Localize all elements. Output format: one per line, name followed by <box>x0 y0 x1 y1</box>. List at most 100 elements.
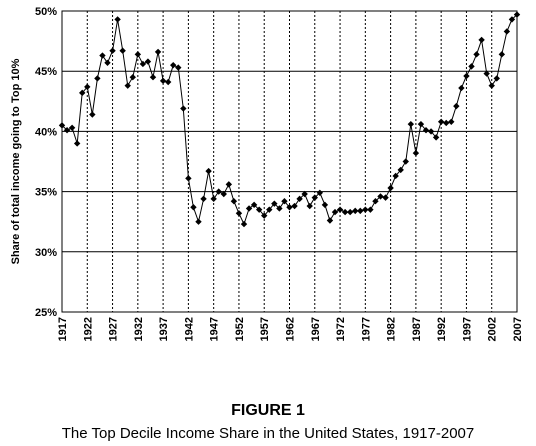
data-point-diamond <box>119 47 126 54</box>
y-tick-label: 50% <box>35 6 57 18</box>
data-point-diamond <box>291 202 298 210</box>
data-point-diamond <box>377 193 384 200</box>
x-tick-label: 1932 <box>133 317 145 341</box>
data-point-diamond <box>159 77 167 85</box>
data-point-diamond <box>503 28 511 35</box>
data-point-diamond <box>99 52 106 59</box>
data-point-diamond <box>276 205 283 212</box>
data-point-diamond <box>68 124 76 131</box>
data-point-diamond <box>215 188 222 195</box>
grid-lines <box>61 10 518 313</box>
data-point-diamond <box>149 74 157 81</box>
x-tick-label: 1987 <box>411 317 423 341</box>
y-tick-label: 45% <box>35 66 57 78</box>
data-point-diamond <box>306 202 313 210</box>
x-tick-label: 1952 <box>234 317 246 341</box>
data-point-diamond <box>63 126 71 134</box>
data-point-diamond <box>220 190 227 198</box>
data-point-diamond <box>407 120 415 128</box>
y-axis-title: Share of total income going to Top 10% <box>10 58 22 264</box>
data-point-diamond <box>493 75 500 82</box>
data-point-diamond <box>326 217 334 224</box>
data-point-diamond <box>331 208 339 216</box>
data-point-diamond <box>139 60 147 68</box>
data-point-diamond <box>402 158 409 165</box>
data-point-diamond <box>261 212 268 219</box>
data-point-diamond <box>478 36 485 44</box>
x-tick-label: 1997 <box>461 317 473 341</box>
data-point-diamond <box>488 82 495 89</box>
data-point-diamond <box>245 205 253 212</box>
data-point-diamond <box>341 208 349 216</box>
data-point-diamond <box>311 194 318 201</box>
data-point-diamond <box>73 140 81 147</box>
data-point-diamond <box>463 72 470 80</box>
y-tick-label: 30% <box>35 247 57 259</box>
data-point-diamond <box>458 84 465 92</box>
data-point-diamond <box>134 51 142 58</box>
data-point-diamond <box>301 190 308 198</box>
data-point-diamond <box>195 218 202 225</box>
data-point-diamond <box>417 120 425 128</box>
data-point-diamond <box>367 206 374 213</box>
x-tick-label: 1937 <box>158 317 170 341</box>
data-point-diamond <box>392 172 399 180</box>
x-tick-label: 1917 <box>57 317 69 341</box>
y-tick-label: 35% <box>35 187 57 199</box>
y-tick-label: 25% <box>35 307 57 319</box>
data-point-diamond <box>352 207 359 215</box>
figure-caption: The Top Decile Income Share in the Unite… <box>61 425 475 442</box>
x-tick-label: 1972 <box>335 317 347 341</box>
plot-area-frame <box>61 10 518 313</box>
x-tick-label: 1957 <box>259 317 271 341</box>
data-point-diamond <box>109 47 116 54</box>
data-point-diamond <box>175 64 182 71</box>
data-point-diamond <box>422 126 430 134</box>
data-point-diamond <box>432 134 440 141</box>
data-point-diamond <box>473 51 480 58</box>
data-point-diamond <box>387 184 394 192</box>
x-tick-label: 1967 <box>310 317 322 341</box>
data-point-diamond <box>164 78 172 86</box>
data-point-diamond <box>180 105 187 112</box>
data-point-diamond <box>346 208 354 216</box>
data-point-diamond <box>382 194 389 201</box>
data-point-diamond <box>271 200 278 207</box>
data-point-diamond <box>170 61 177 69</box>
data-point-diamond <box>230 198 238 205</box>
x-tick-label: 2002 <box>487 317 499 341</box>
figure-title: FIGURE 1 <box>231 402 305 419</box>
data-point-diamond <box>129 74 136 81</box>
data-point-diamond <box>144 58 152 65</box>
data-point-diamond <box>205 167 212 175</box>
data-point-diamond <box>412 149 420 157</box>
data-point-diamond <box>448 118 455 125</box>
data-point-diamond <box>453 102 460 110</box>
data-point-diamond <box>114 16 121 23</box>
income-share-chart: 25%30%35%40%45%50% 1917 1922 1927 1932 1937 1… <box>10 6 524 341</box>
data-point-diamond <box>427 128 435 135</box>
data-point-diamond <box>296 195 303 203</box>
data-point-diamond <box>104 59 111 66</box>
data-point-diamond <box>190 204 197 211</box>
data-point-diamond <box>154 48 162 56</box>
data-point-diamond <box>372 198 379 205</box>
data-point-diamond <box>281 198 288 205</box>
x-tick-label: 1942 <box>183 317 195 341</box>
y-axis-tick-labels: 25% 30% 35% 40% 45% 50% <box>35 6 57 319</box>
data-point-diamond <box>89 111 96 118</box>
x-axis-tick-labels: 1917 1922 1927 1932 1937 1942 1947 1952 1957 1962… <box>57 317 524 341</box>
data-point-diamond <box>336 206 344 213</box>
data-point-diamond <box>397 166 404 174</box>
data-point-diamond <box>357 207 364 215</box>
data-point-diamond <box>483 70 490 77</box>
data-point-diamond <box>437 118 445 125</box>
data-point-diamond <box>235 210 243 217</box>
data-markers <box>58 11 521 228</box>
data-point-diamond <box>266 206 273 213</box>
y-tick-label: 40% <box>35 126 57 138</box>
data-point-diamond <box>498 51 506 58</box>
data-point-diamond <box>200 195 207 203</box>
x-tick-label: 1977 <box>360 317 372 341</box>
data-point-diamond <box>79 89 86 97</box>
